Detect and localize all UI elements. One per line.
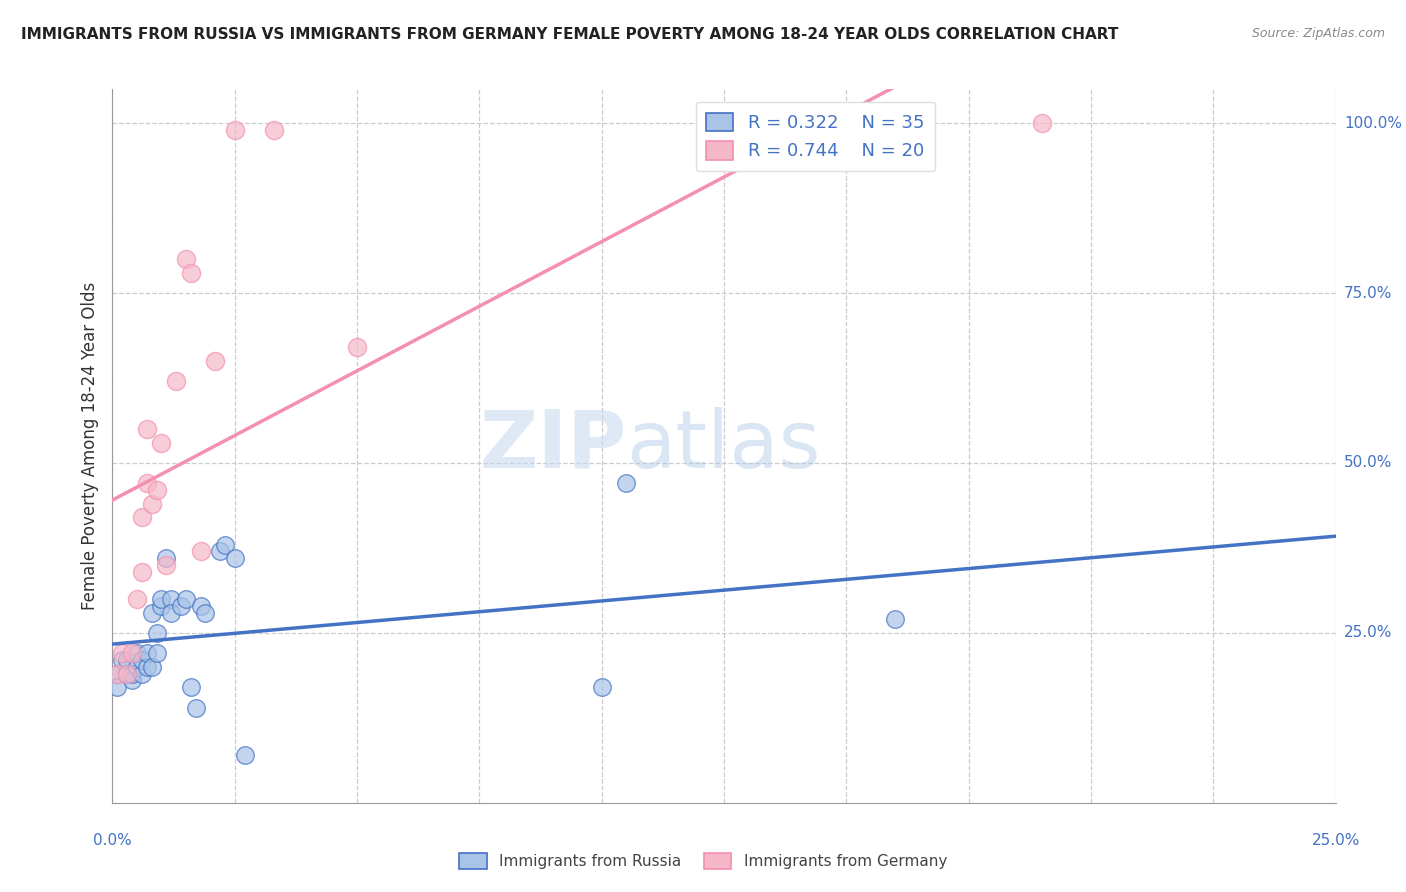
Point — [155, 551, 177, 566]
Point — [214, 537, 236, 551]
Point — [135, 646, 157, 660]
Point — [111, 653, 134, 667]
Text: 50.0%: 50.0% — [1344, 456, 1392, 470]
Text: ZIP: ZIP — [479, 407, 626, 485]
Point — [135, 660, 157, 674]
Point — [115, 666, 138, 681]
Text: 25.0%: 25.0% — [1312, 833, 1360, 848]
Text: 0.0%: 0.0% — [93, 833, 132, 848]
Point — [131, 666, 153, 681]
Point — [121, 646, 143, 660]
Point — [125, 591, 148, 606]
Point — [160, 591, 183, 606]
Text: 25.0%: 25.0% — [1344, 625, 1392, 640]
Point — [115, 666, 138, 681]
Point — [224, 551, 246, 566]
Point — [135, 422, 157, 436]
Point — [190, 544, 212, 558]
Y-axis label: Female Poverty Among 18-24 Year Olds: Female Poverty Among 18-24 Year Olds — [80, 282, 98, 610]
Point — [204, 354, 226, 368]
Point — [180, 266, 202, 280]
Point — [591, 680, 613, 694]
Point — [131, 653, 153, 667]
Point — [121, 673, 143, 688]
Point — [160, 606, 183, 620]
Point — [125, 660, 148, 674]
Legend: R = 0.322    N = 35, R = 0.744    N = 20: R = 0.322 N = 35, R = 0.744 N = 20 — [696, 102, 935, 171]
Point — [614, 476, 637, 491]
Point — [115, 653, 138, 667]
Point — [190, 599, 212, 613]
Text: IMMIGRANTS FROM RUSSIA VS IMMIGRANTS FROM GERMANY FEMALE POVERTY AMONG 18-24 YEA: IMMIGRANTS FROM RUSSIA VS IMMIGRANTS FRO… — [21, 27, 1118, 42]
Point — [141, 606, 163, 620]
Point — [150, 591, 173, 606]
Text: Source: ZipAtlas.com: Source: ZipAtlas.com — [1251, 27, 1385, 40]
Point — [165, 375, 187, 389]
Point — [884, 612, 907, 626]
Text: 100.0%: 100.0% — [1344, 116, 1402, 131]
Point — [145, 626, 167, 640]
Point — [105, 666, 128, 681]
Point — [105, 666, 128, 681]
Point — [111, 646, 134, 660]
Point — [1031, 116, 1053, 130]
Point — [263, 123, 285, 137]
Point — [145, 483, 167, 498]
Point — [180, 680, 202, 694]
Point — [141, 660, 163, 674]
Point — [135, 476, 157, 491]
Point — [155, 558, 177, 572]
Point — [141, 497, 163, 511]
Point — [224, 123, 246, 137]
Point — [145, 646, 167, 660]
Point — [131, 510, 153, 524]
Legend: Immigrants from Russia, Immigrants from Germany: Immigrants from Russia, Immigrants from … — [453, 847, 953, 875]
Point — [131, 565, 153, 579]
Point — [174, 252, 197, 266]
Point — [233, 748, 256, 763]
Point — [125, 646, 148, 660]
Point — [174, 591, 197, 606]
Point — [150, 435, 173, 450]
Point — [121, 666, 143, 681]
Point — [170, 599, 193, 613]
Point — [150, 599, 173, 613]
Point — [346, 341, 368, 355]
Text: 75.0%: 75.0% — [1344, 285, 1392, 301]
Text: atlas: atlas — [626, 407, 821, 485]
Point — [105, 680, 128, 694]
Point — [184, 700, 207, 714]
Point — [209, 544, 232, 558]
Point — [194, 606, 217, 620]
